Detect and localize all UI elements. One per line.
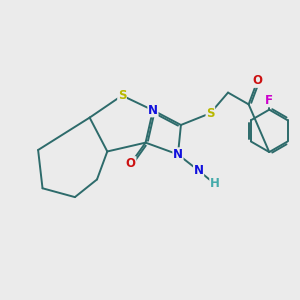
Text: F: F [265,94,273,107]
Text: S: S [206,107,214,120]
Text: H: H [210,177,220,190]
Text: N: N [148,104,158,117]
Text: O: O [253,74,262,87]
Text: O: O [126,157,136,170]
Text: S: S [118,89,126,102]
Text: N: N [173,148,183,161]
Text: N: N [194,164,204,177]
